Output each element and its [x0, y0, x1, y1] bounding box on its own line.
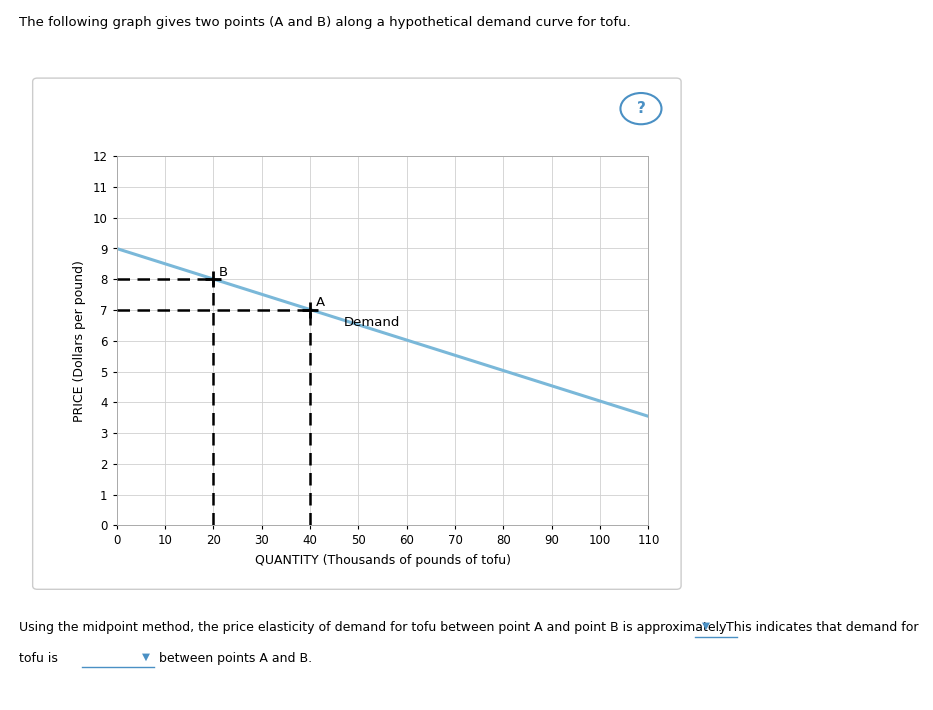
Text: between points A and B.: between points A and B.: [159, 652, 312, 665]
Text: ▼: ▼: [702, 621, 710, 631]
Text: A: A: [315, 296, 325, 310]
Text: The following graph gives two points (A and B) along a hypothetical demand curve: The following graph gives two points (A …: [19, 16, 631, 28]
Text: ▼: ▼: [142, 652, 150, 662]
Text: tofu is: tofu is: [19, 652, 58, 665]
Y-axis label: PRICE (Dollars per pound): PRICE (Dollars per pound): [73, 260, 86, 422]
Text: B: B: [219, 266, 229, 278]
Text: Using the midpoint method, the price elasticity of demand for tofu between point: Using the midpoint method, the price ela…: [19, 621, 726, 634]
Text: . This indicates that demand for: . This indicates that demand for: [718, 621, 919, 634]
X-axis label: QUANTITY (Thousands of pounds of tofu): QUANTITY (Thousands of pounds of tofu): [255, 555, 510, 567]
Text: ?: ?: [636, 101, 646, 116]
Text: Demand: Demand: [344, 315, 400, 329]
